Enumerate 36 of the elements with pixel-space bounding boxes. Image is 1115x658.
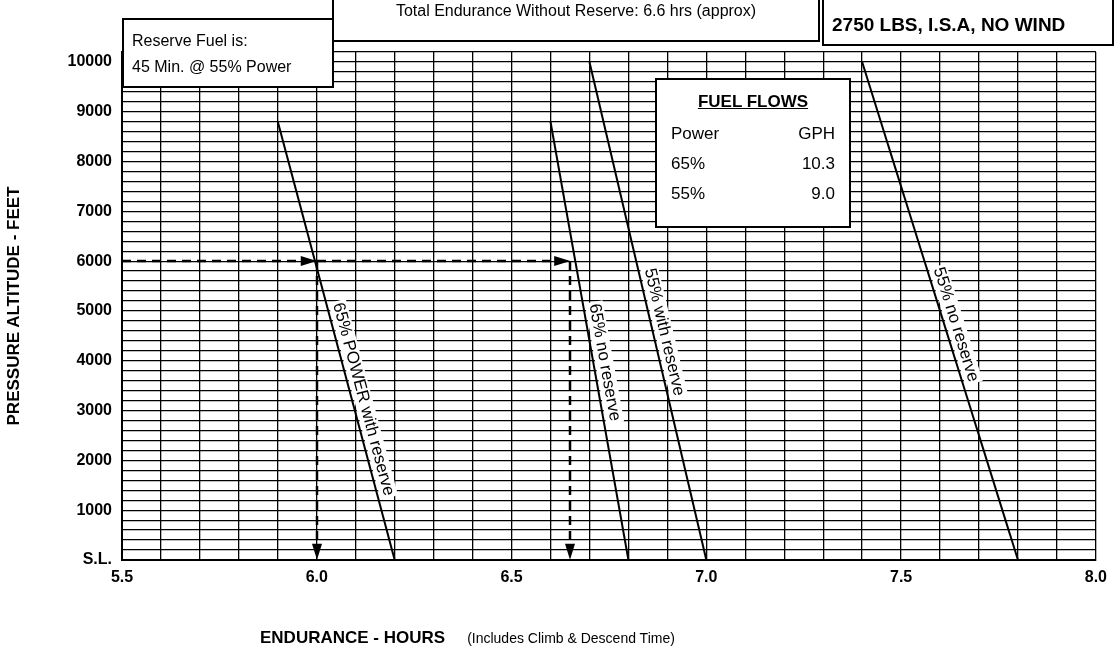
text: 55% with reserve: [640, 266, 690, 398]
note-box: Reserve Fuel is: 45 Min. @ 55% Power: [122, 18, 334, 88]
y-tick-label: 10000: [67, 52, 113, 70]
x-tick-label: 6.5: [500, 568, 523, 586]
x-tick-label: 8.0: [1084, 568, 1108, 586]
annotation: 55%: [671, 184, 706, 205]
annotation: 10.3: [801, 154, 835, 175]
x-tick-label: 6.0: [305, 568, 328, 586]
y-tick-label: 3000: [76, 400, 113, 418]
y-tick-label: 8000: [76, 151, 113, 169]
note-box: Total Endurance Without Reserve: 6.6 hrs (approx): [332, 0, 820, 42]
text: 65% POWER with reserve: [329, 300, 399, 498]
annotation: FUEL FLOWS: [697, 92, 809, 111]
annotation: 65%: [671, 154, 706, 175]
x-axis-title: ENDURANCE - HOURS: [260, 628, 446, 647]
text: 65% no reserve: [585, 302, 626, 423]
x-tick-label: 7.0: [695, 568, 718, 586]
text: 55% no reserve: [929, 264, 984, 385]
chart-title: 2750 LBS, I.S.A, NO WIND: [832, 14, 1066, 35]
y-tick-label: 5000: [76, 301, 113, 319]
y-tick-label: 1000: [76, 500, 113, 518]
annotation: 9.0: [811, 184, 835, 205]
annotation: Power: [671, 124, 720, 145]
x-tick-label: 7.5: [889, 568, 913, 586]
text: (Includes Climb & Descend Time): [467, 630, 675, 646]
y-axis-title: PRESSURE ALTITUDE - FEET: [3, 185, 23, 426]
title-box: 2750 LBS, I.S.A, NO WIND: [822, 0, 1114, 46]
x-tick-label: 5.5: [110, 568, 134, 586]
annotation: GPH: [798, 124, 835, 145]
y-tick-label: 4000: [76, 351, 113, 369]
y-tick-label: 9000: [76, 102, 113, 120]
annotation: 45 Min. @ 55% Power: [132, 58, 292, 75]
y-tick-label: 7000: [76, 201, 113, 219]
y-tick-label: 2000: [76, 450, 113, 468]
y-tick-label: S.L.: [82, 550, 112, 568]
y-tick-label: 6000: [76, 251, 113, 269]
